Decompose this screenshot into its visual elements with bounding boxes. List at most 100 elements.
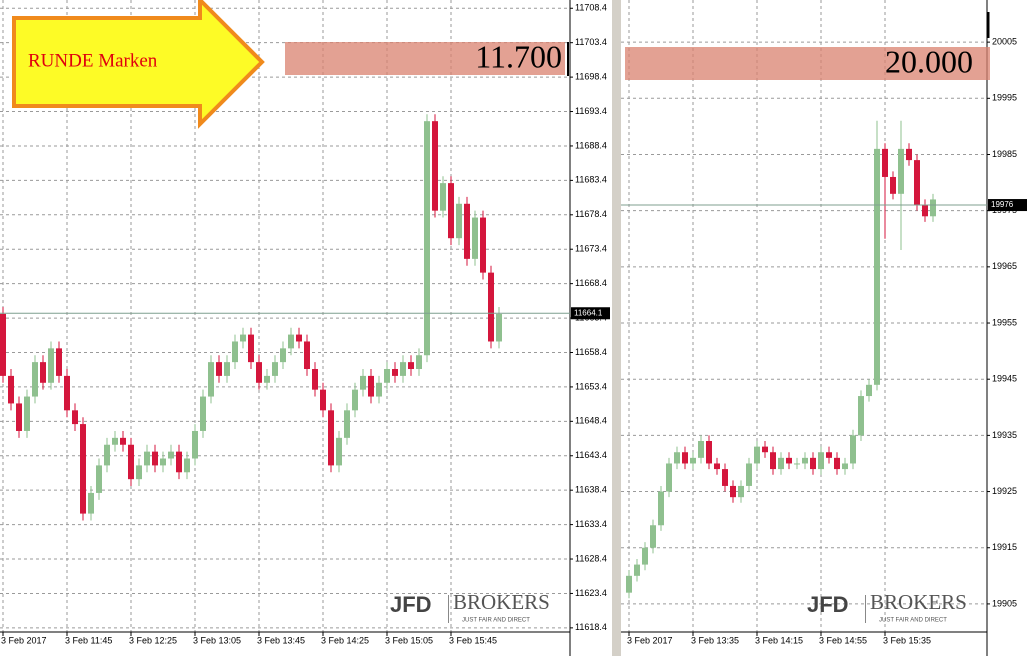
candle-body bbox=[762, 446, 768, 453]
candle-body bbox=[104, 444, 110, 466]
candle-body bbox=[738, 485, 744, 498]
candle-body bbox=[706, 440, 712, 464]
candle-body bbox=[224, 362, 230, 376]
candle-body bbox=[0, 313, 6, 376]
candle-body bbox=[906, 148, 912, 161]
y-tick-label: 11618.4 bbox=[575, 622, 607, 632]
y-tick-label: 19945 bbox=[992, 374, 1017, 384]
arrow-label: RUNDE Marken bbox=[28, 50, 158, 71]
logo-name: JFD bbox=[390, 592, 432, 617]
y-tick-label: 11643.4 bbox=[575, 450, 607, 460]
y-tick-label: 11693.4 bbox=[575, 106, 607, 116]
x-tick-label: 3 Feb 13:45 bbox=[257, 635, 305, 645]
candle-body bbox=[770, 452, 776, 470]
candle-body bbox=[626, 575, 632, 593]
y-tick-label: 11653.4 bbox=[575, 381, 607, 391]
logo-brand: BROKERS bbox=[453, 590, 550, 614]
last-price-label: 11664.1 bbox=[574, 308, 603, 317]
panel-separator bbox=[612, 0, 621, 656]
candle-body bbox=[280, 348, 286, 363]
y-tick-label: 19965 bbox=[992, 261, 1017, 271]
logo-divider bbox=[448, 595, 449, 623]
candle-body bbox=[320, 389, 326, 411]
candle-body bbox=[240, 334, 246, 342]
candle-body bbox=[882, 148, 888, 177]
candle-body bbox=[328, 410, 334, 466]
y-tick-label: 19905 bbox=[992, 598, 1017, 608]
logo-divider bbox=[865, 595, 866, 623]
x-tick-label: 3 Feb 14:55 bbox=[819, 635, 867, 645]
candle-body bbox=[96, 465, 102, 493]
candle-body bbox=[72, 410, 78, 425]
candle-body bbox=[48, 348, 54, 383]
y-tick-label: 11698.4 bbox=[575, 71, 607, 81]
y-tick-label: 19995 bbox=[992, 93, 1017, 103]
candle-body bbox=[722, 469, 728, 486]
candle-body bbox=[152, 451, 158, 466]
x-tick-label: 3 Feb 14:25 bbox=[321, 635, 369, 645]
candle-body bbox=[642, 547, 648, 565]
candle-body bbox=[658, 491, 664, 526]
candle-body bbox=[88, 492, 94, 514]
y-tick-label: 11633.4 bbox=[575, 519, 607, 529]
y-tick-label: 11683.4 bbox=[575, 175, 607, 185]
y-tick-label: 11688.4 bbox=[575, 140, 607, 150]
y-tick-label: 11623.4 bbox=[575, 588, 607, 598]
x-tick-label: 3 Feb 13:35 bbox=[691, 635, 739, 645]
candle-body bbox=[352, 389, 358, 411]
candle-body bbox=[144, 451, 150, 466]
y-tick-label: 19925 bbox=[992, 486, 1017, 496]
candle-body bbox=[232, 341, 238, 363]
x-tick-label: 3 Feb 14:15 bbox=[755, 635, 803, 645]
candle-body bbox=[464, 203, 470, 259]
candle-body bbox=[368, 375, 374, 397]
candle-body bbox=[818, 452, 824, 470]
candle-body bbox=[80, 424, 86, 514]
candle-body bbox=[690, 457, 696, 464]
y-tick-label: 11673.4 bbox=[575, 244, 607, 254]
y-tick-label: 11703.4 bbox=[575, 37, 607, 47]
candle-body bbox=[248, 334, 254, 363]
y-tick-label: 19985 bbox=[992, 149, 1017, 159]
arrow bbox=[12, 0, 265, 129]
candle-body bbox=[778, 457, 784, 470]
candle-body bbox=[650, 525, 656, 548]
candle-body bbox=[272, 362, 278, 376]
y-tick-label: 19935 bbox=[992, 430, 1017, 440]
candle-body bbox=[56, 348, 62, 376]
last-price-label: 19976 bbox=[991, 200, 1014, 209]
y-tick-label: 20005 bbox=[992, 37, 1017, 47]
candle-body bbox=[496, 313, 502, 342]
candle-body bbox=[448, 183, 454, 239]
x-tick-label: 3 Feb 15:35 bbox=[883, 635, 931, 645]
candle-body bbox=[890, 176, 896, 194]
candle-body bbox=[424, 121, 430, 356]
candle-body bbox=[842, 463, 848, 470]
candle-body bbox=[786, 457, 792, 464]
candle-body bbox=[858, 396, 864, 436]
level-band bbox=[625, 47, 990, 80]
candle-body bbox=[456, 203, 462, 239]
logo-name: JFD bbox=[807, 592, 849, 617]
candle-body bbox=[810, 457, 816, 470]
candle-body bbox=[64, 375, 70, 411]
x-tick-label: 3 Feb 12:25 bbox=[129, 635, 177, 645]
y-tick-label: 19915 bbox=[992, 542, 1017, 552]
y-tick-label: 11628.4 bbox=[575, 553, 607, 563]
candle-body bbox=[24, 396, 30, 431]
candle-body bbox=[754, 446, 760, 464]
candle-body bbox=[850, 435, 856, 464]
candle-body bbox=[416, 355, 422, 370]
candle-body bbox=[794, 463, 800, 465]
candle-body bbox=[8, 375, 14, 404]
x-tick-label: 3 Feb 2017 bbox=[1, 635, 47, 645]
y-tick-label: 11668.4 bbox=[575, 278, 607, 288]
level-label: 11.700 bbox=[475, 38, 562, 74]
candle-body bbox=[480, 217, 486, 273]
candle-body bbox=[160, 458, 166, 466]
candle-body bbox=[216, 362, 222, 376]
candle-body bbox=[898, 148, 904, 194]
candle-body bbox=[408, 362, 414, 370]
